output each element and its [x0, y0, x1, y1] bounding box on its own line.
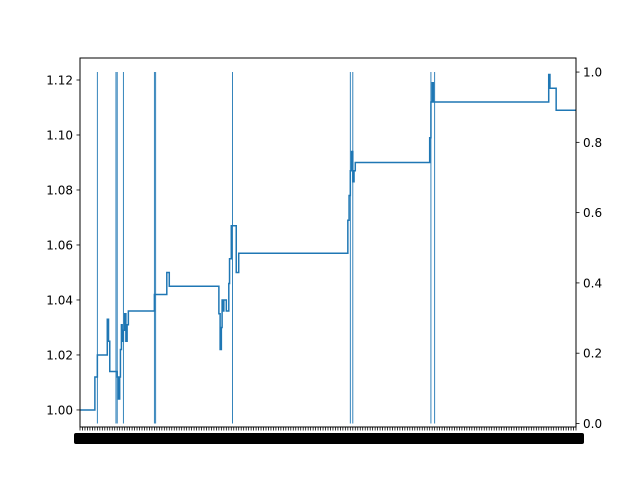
axes-frame — [79, 57, 577, 428]
x-tick-labels-overlapping — [74, 433, 584, 444]
right-y-tick-label: 0.4 — [583, 276, 602, 290]
left-y-tick-label: 1.02 — [46, 348, 73, 362]
plot-area — [80, 72, 576, 424]
x-axis — [74, 427, 584, 444]
right-y-tick-label: 0.2 — [583, 347, 602, 361]
left-y-tick-label: 1.10 — [46, 128, 73, 142]
left-y-tick-label: 1.06 — [46, 238, 73, 252]
left-y-tick-label: 1.00 — [46, 403, 73, 417]
left-y-tick-label: 1.12 — [46, 73, 73, 87]
right-y-tick-label: 0.0 — [583, 417, 602, 431]
right-y-tick-label: 1.0 — [583, 66, 602, 80]
left-y-axis: 1.00 1.02 1.04 1.06 1.08 1.10 1.12 — [46, 73, 80, 417]
right-y-tick-label: 0.8 — [583, 136, 602, 150]
right-y-tick-label: 0.6 — [583, 206, 602, 220]
right-y-axis: 0.0 0.2 0.4 0.6 0.8 1.0 — [576, 66, 602, 431]
step-series-line — [80, 73, 576, 411]
left-y-tick-label: 1.08 — [46, 183, 73, 197]
left-y-tick-label: 1.04 — [46, 293, 73, 307]
